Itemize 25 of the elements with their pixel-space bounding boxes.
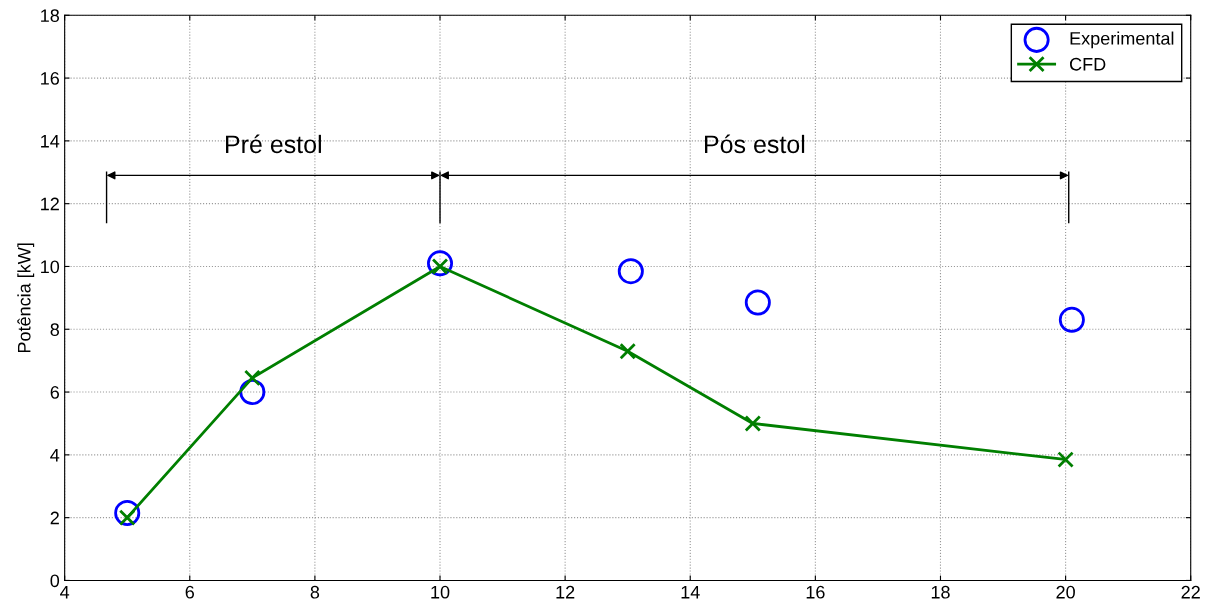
- y-tick-label: 16: [41, 72, 60, 85]
- x-tick-label: 6: [185, 585, 195, 599]
- x-tick-label: 14: [681, 585, 700, 599]
- x-tick-label: 10: [431, 585, 450, 599]
- x-tick-label: 12: [556, 585, 575, 599]
- y-tick-label: 10: [41, 260, 60, 274]
- y-tick-label: 8: [50, 323, 60, 336]
- x-tick-label: 8: [310, 585, 320, 599]
- legend-label: CFD: [1070, 57, 1106, 71]
- x-tick-label: 4: [60, 585, 70, 599]
- annotation: Pré estol: [226, 134, 321, 154]
- y-tick-label: 0: [50, 574, 60, 588]
- y-tick-label: 2: [50, 511, 59, 525]
- y-axis-title: Potência [kW]: [17, 243, 35, 353]
- x-tick-label: 18: [931, 585, 950, 599]
- y-tick-label: 12: [41, 197, 59, 211]
- y-tick-label: 4: [50, 448, 60, 462]
- y-tick-label: 18: [41, 9, 60, 22]
- y-tick-label: 6: [50, 385, 60, 399]
- annotation: Pós estol: [705, 134, 805, 154]
- legend-label: Experimental: [1070, 31, 1174, 49]
- x-tick-label: 22: [1181, 585, 1200, 599]
- y-tick-label: 14: [41, 134, 60, 148]
- x-tick-label: 16: [806, 585, 825, 599]
- x-tick-label: 20: [1056, 585, 1075, 599]
